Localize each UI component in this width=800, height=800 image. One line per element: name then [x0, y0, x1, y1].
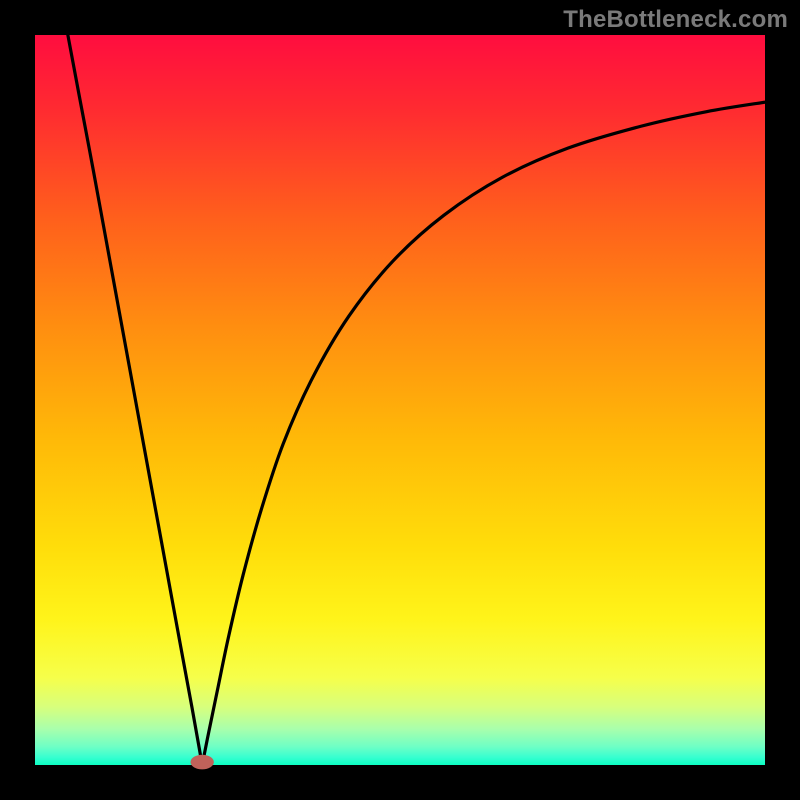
watermark-text: TheBottleneck.com	[563, 6, 788, 34]
chart-container: TheBottleneck.com	[0, 0, 800, 800]
plot-background	[35, 35, 765, 765]
minimum-marker	[190, 755, 213, 770]
bottleneck-chart	[0, 0, 800, 800]
